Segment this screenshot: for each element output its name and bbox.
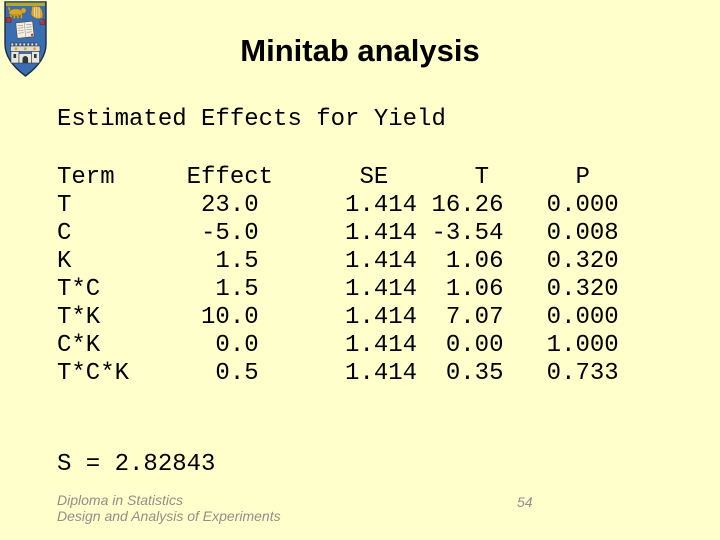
trinity-college-crest-logo bbox=[4, 1, 47, 77]
footer-course-line1: Diploma in Statistics bbox=[57, 492, 184, 508]
footer: Diploma in Statistics Design and Analysi… bbox=[57, 492, 281, 524]
slide-title: Minitab analysis bbox=[240, 33, 480, 68]
effects-table: Term Effect SE T P T 23.0 1.414 16.26 0.… bbox=[57, 164, 619, 387]
slide-page-number: 54 bbox=[517, 494, 533, 510]
effects-heading: Estimated Effects for Yield bbox=[57, 106, 446, 133]
footer-course-line2: Design and Analysis of Experiments bbox=[57, 508, 281, 524]
s-value: S = 2.82843 bbox=[57, 451, 216, 478]
